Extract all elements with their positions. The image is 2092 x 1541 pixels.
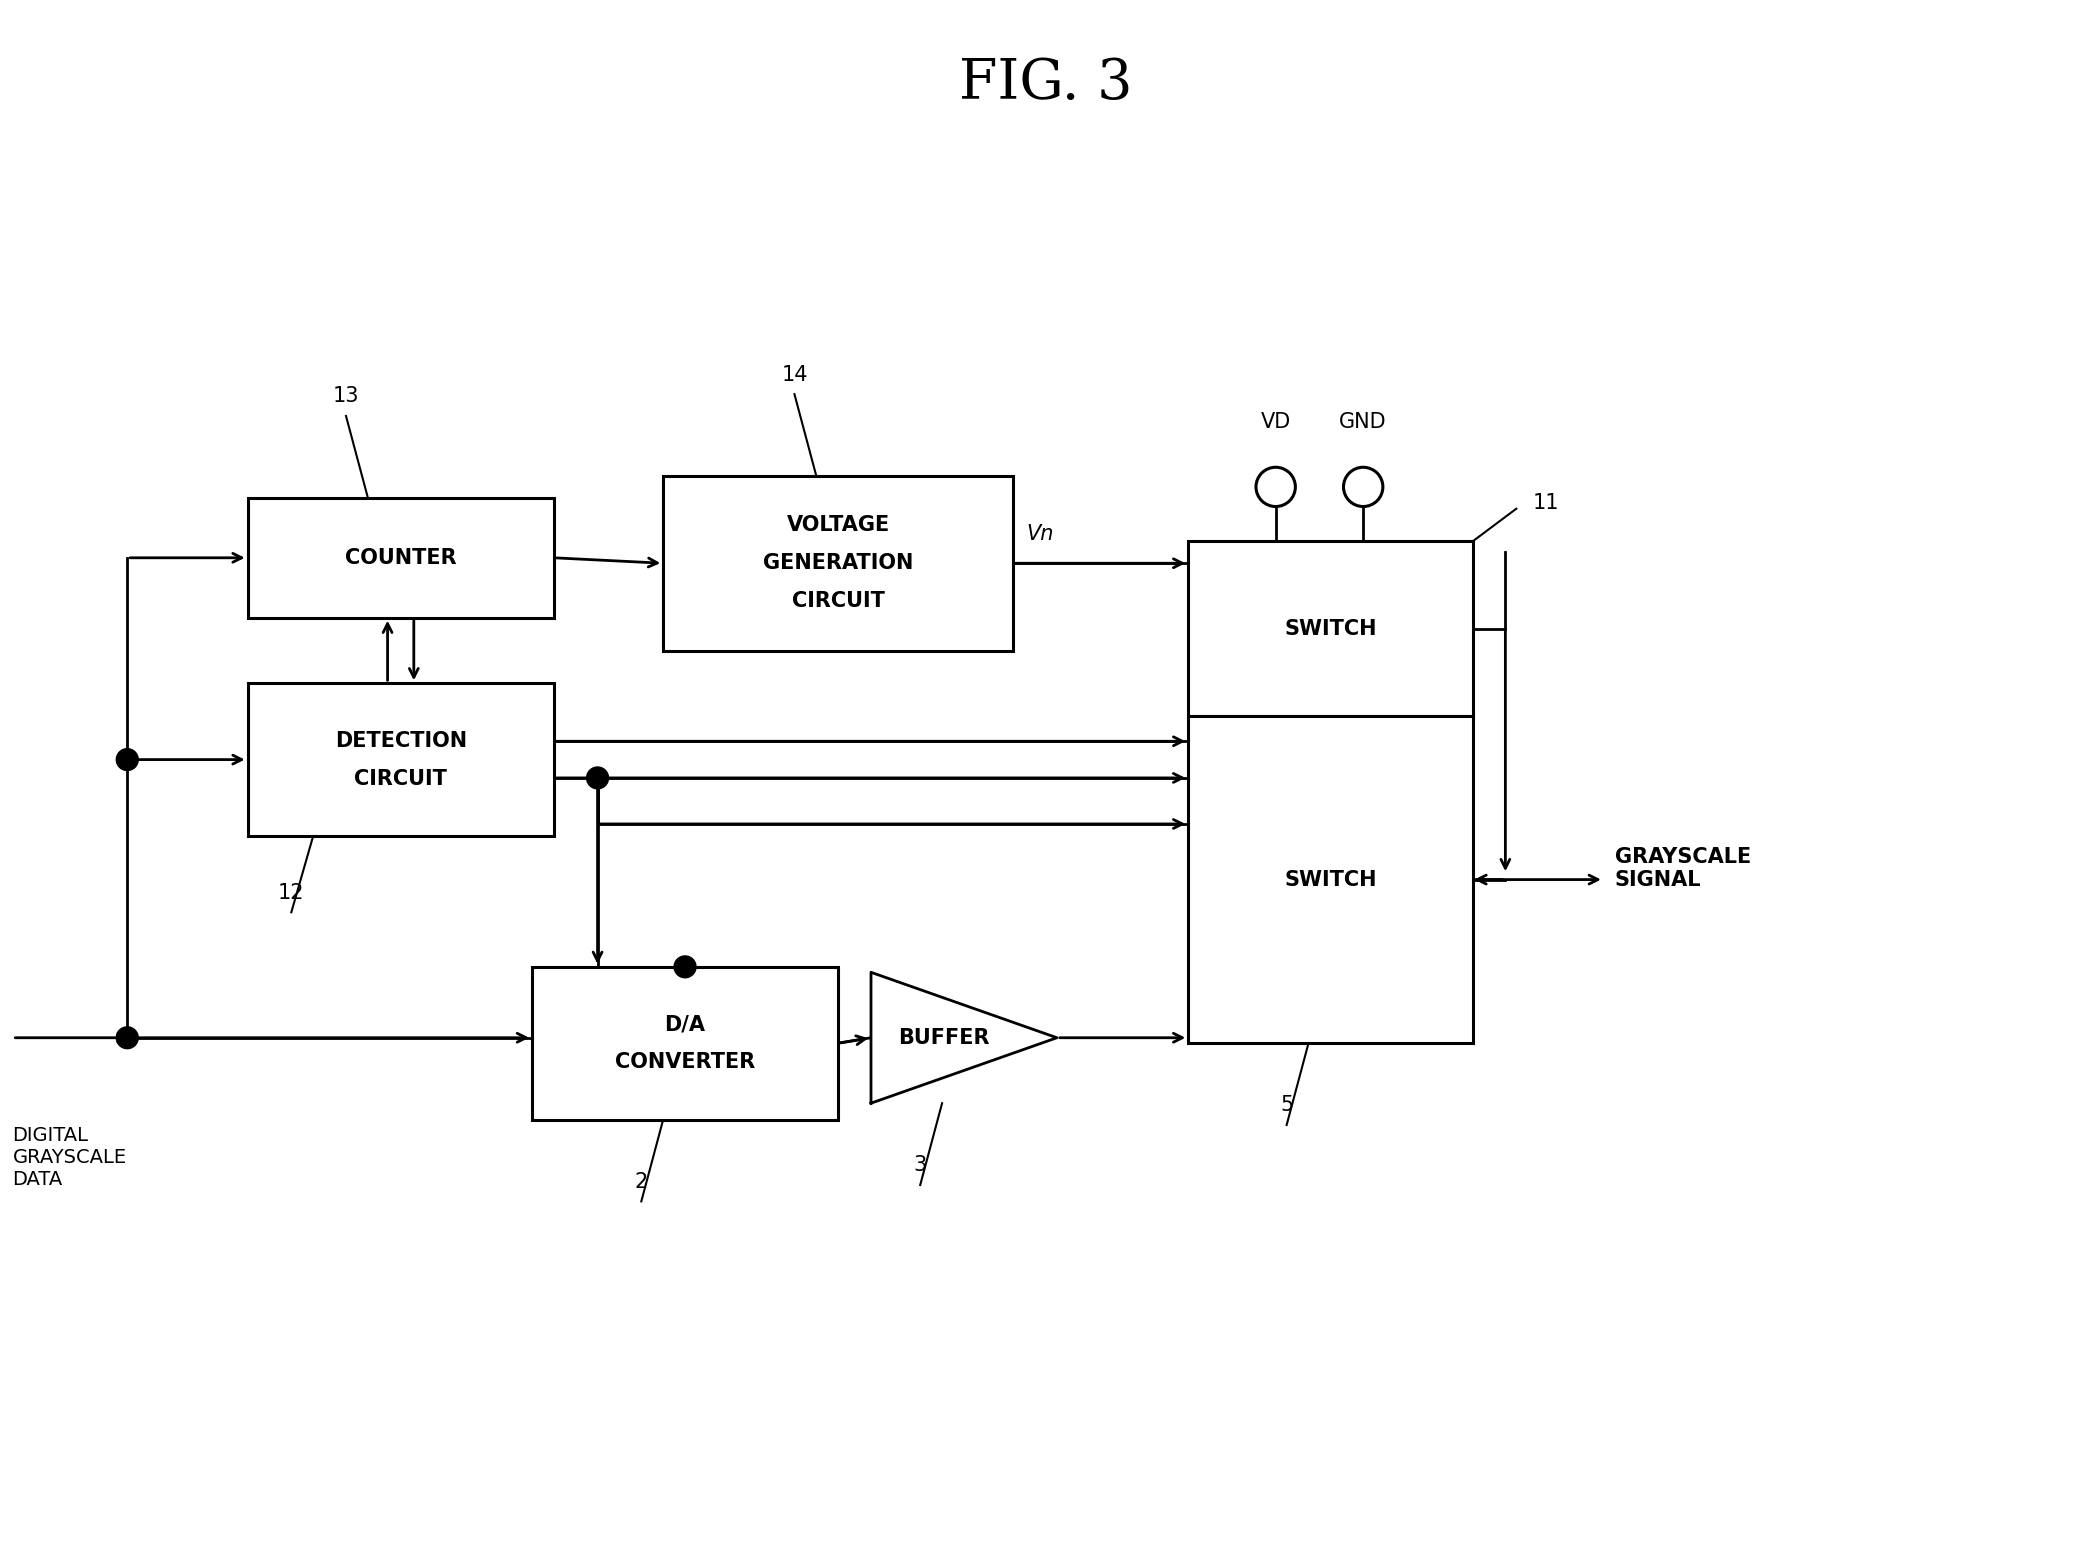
Circle shape — [674, 955, 697, 977]
FancyBboxPatch shape — [1188, 541, 1473, 717]
Text: BUFFER: BUFFER — [897, 1028, 990, 1048]
Text: Vn: Vn — [1027, 524, 1054, 544]
Text: 5: 5 — [1280, 1096, 1293, 1116]
Text: GND: GND — [1339, 413, 1387, 433]
Text: CIRCUIT: CIRCUIT — [354, 769, 448, 789]
Text: VD: VD — [1261, 413, 1291, 433]
Circle shape — [586, 767, 609, 789]
Text: DETECTION: DETECTION — [335, 730, 467, 750]
Circle shape — [1343, 467, 1383, 507]
Text: COUNTER: COUNTER — [345, 547, 456, 567]
Text: 3: 3 — [914, 1156, 927, 1176]
Circle shape — [117, 1026, 138, 1049]
Polygon shape — [870, 972, 1056, 1103]
Text: 2: 2 — [634, 1171, 649, 1191]
Text: GRAYSCALE
SIGNAL: GRAYSCALE SIGNAL — [1615, 848, 1751, 891]
FancyBboxPatch shape — [663, 476, 1013, 650]
FancyBboxPatch shape — [247, 683, 554, 835]
Text: CONVERTER: CONVERTER — [615, 1053, 755, 1073]
FancyBboxPatch shape — [1188, 717, 1473, 1043]
FancyBboxPatch shape — [247, 498, 554, 618]
Text: CIRCUIT: CIRCUIT — [791, 592, 885, 612]
Text: 12: 12 — [278, 883, 305, 903]
Circle shape — [117, 749, 138, 770]
Text: D/A: D/A — [665, 1014, 705, 1034]
Text: SWITCH: SWITCH — [1284, 618, 1377, 638]
Text: 13: 13 — [333, 387, 360, 407]
Text: GENERATION: GENERATION — [764, 553, 914, 573]
Text: SWITCH: SWITCH — [1284, 869, 1377, 889]
Text: 11: 11 — [1533, 493, 1559, 513]
Circle shape — [1255, 467, 1295, 507]
FancyBboxPatch shape — [531, 966, 839, 1120]
Text: 14: 14 — [780, 365, 808, 385]
Text: VOLTAGE: VOLTAGE — [787, 515, 889, 535]
Text: FIG. 3: FIG. 3 — [960, 55, 1132, 111]
Text: DIGITAL
GRAYSCALE
DATA: DIGITAL GRAYSCALE DATA — [13, 1126, 126, 1190]
